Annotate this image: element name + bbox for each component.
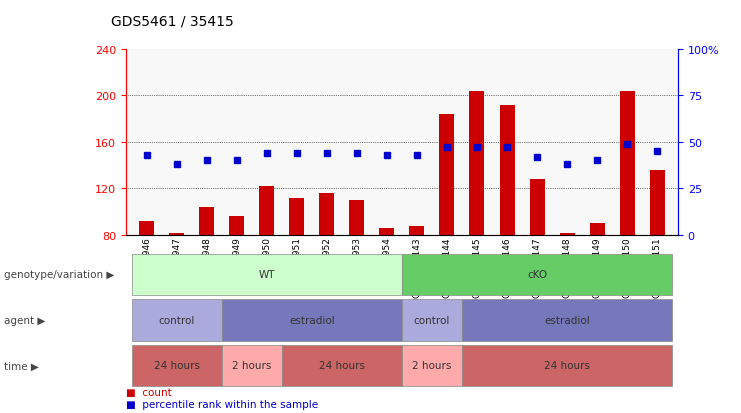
Bar — [650, 170, 665, 235]
Bar — [402, 254, 672, 295]
Text: 2 hours: 2 hours — [412, 361, 452, 370]
Text: cKO: cKO — [527, 270, 547, 280]
Bar — [350, 201, 365, 235]
Bar — [410, 226, 425, 235]
Bar — [462, 345, 672, 386]
Bar — [559, 233, 574, 235]
Text: control: control — [413, 315, 451, 325]
Bar — [230, 217, 245, 235]
Bar — [132, 254, 402, 295]
Text: estradiol: estradiol — [289, 315, 335, 325]
Bar — [379, 228, 394, 235]
Bar — [170, 233, 185, 235]
Bar — [222, 345, 282, 386]
Bar — [290, 198, 305, 235]
Text: 2 hours: 2 hours — [232, 361, 272, 370]
Bar — [282, 345, 402, 386]
Bar — [199, 207, 214, 235]
Bar — [619, 91, 634, 235]
Bar — [530, 180, 545, 235]
Text: genotype/variation ▶: genotype/variation ▶ — [4, 270, 114, 280]
Text: 24 hours: 24 hours — [319, 361, 365, 370]
Bar — [402, 345, 462, 386]
Bar — [590, 224, 605, 235]
Text: ■  percentile rank within the sample: ■ percentile rank within the sample — [126, 399, 318, 409]
Bar — [470, 91, 485, 235]
Bar — [439, 115, 454, 235]
Bar — [259, 187, 274, 235]
Text: estradiol: estradiol — [544, 315, 590, 325]
Bar — [402, 299, 462, 341]
Bar — [132, 345, 222, 386]
Bar — [319, 194, 334, 235]
Bar — [139, 221, 154, 235]
Text: 24 hours: 24 hours — [154, 361, 200, 370]
Text: WT: WT — [259, 270, 275, 280]
Bar — [132, 299, 222, 341]
Bar — [222, 299, 402, 341]
Text: 24 hours: 24 hours — [544, 361, 590, 370]
Bar — [462, 299, 672, 341]
Text: ■  count: ■ count — [126, 387, 172, 397]
Text: agent ▶: agent ▶ — [4, 315, 45, 325]
Text: control: control — [159, 315, 195, 325]
Text: time ▶: time ▶ — [4, 361, 39, 370]
Text: GDS5461 / 35415: GDS5461 / 35415 — [111, 15, 234, 29]
Bar — [499, 105, 514, 235]
